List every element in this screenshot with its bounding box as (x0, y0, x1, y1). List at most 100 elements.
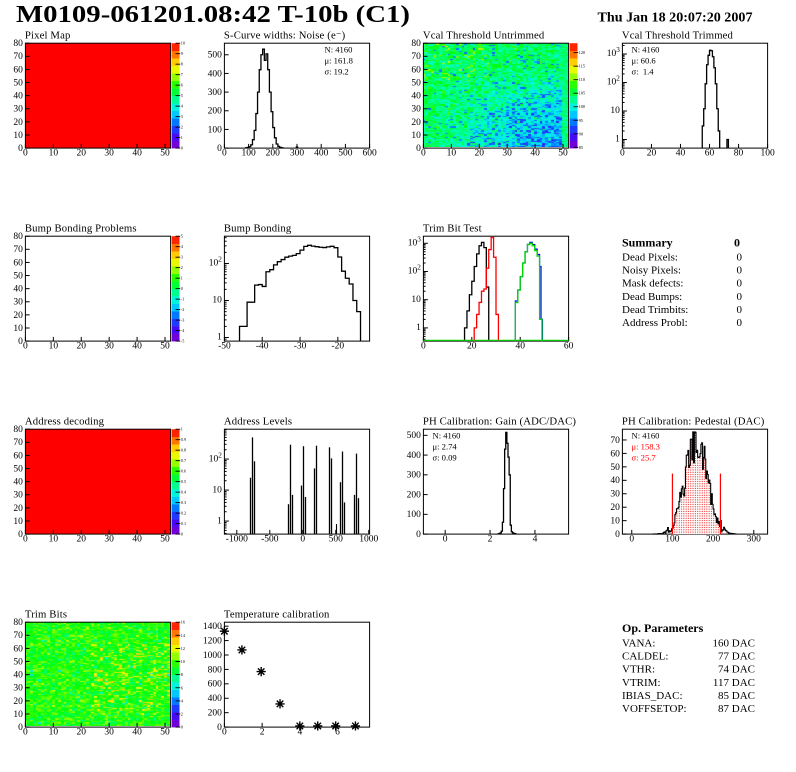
svg-text:Dead Bumps:: Dead Bumps: (622, 291, 682, 303)
svg-text:30: 30 (13, 684, 23, 694)
svg-text:400: 400 (208, 694, 223, 704)
svg-text:0.7: 0.7 (181, 458, 186, 463)
svg-text:M0109-061201.08:42 T-10b (C1): M0109-061201.08:42 T-10b (C1) (16, 2, 410, 28)
svg-text:0: 0 (737, 278, 743, 290)
svg-text:115: 115 (579, 64, 585, 69)
svg-text:Trim Bits: Trim Bits (25, 609, 67, 621)
svg-text:20: 20 (13, 118, 23, 128)
svg-text:50: 50 (160, 149, 170, 159)
svg-text:0: 0 (620, 149, 625, 159)
svg-text:600: 600 (362, 149, 377, 159)
svg-text:-5: -5 (181, 339, 185, 344)
svg-text:-1000: -1000 (226, 535, 248, 545)
svg-text:16: 16 (181, 620, 185, 625)
svg-text:40: 40 (132, 149, 142, 159)
svg-text:500: 500 (338, 149, 353, 159)
svg-text:4: 4 (181, 698, 184, 703)
svg-text:μ: 60.6: μ: 60.6 (632, 55, 657, 65)
svg-text:50: 50 (411, 78, 421, 88)
svg-text:Address Levels: Address Levels (224, 416, 292, 428)
svg-text:10: 10 (181, 41, 185, 46)
svg-text:80: 80 (734, 149, 744, 159)
svg-text:5: 5 (181, 93, 183, 98)
svg-text:0: 0 (629, 535, 634, 545)
svg-text:5: 5 (181, 234, 183, 239)
svg-text:0: 0 (416, 530, 421, 540)
svg-text:102: 102 (209, 256, 223, 269)
svg-text:6: 6 (181, 83, 183, 88)
svg-text:0: 0 (615, 530, 620, 540)
svg-text:2: 2 (181, 125, 183, 130)
svg-text:4: 4 (181, 244, 184, 249)
svg-text:1: 1 (217, 516, 222, 526)
svg-text:80: 80 (411, 39, 421, 49)
svg-text:10: 10 (13, 131, 23, 141)
svg-text:2: 2 (260, 728, 265, 738)
svg-text:30: 30 (104, 342, 114, 352)
svg-text:0: 0 (181, 532, 183, 537)
svg-text:0: 0 (217, 723, 222, 733)
svg-text:10: 10 (411, 295, 421, 305)
svg-text:200: 200 (706, 535, 721, 545)
svg-text:3: 3 (181, 114, 183, 119)
svg-text:50: 50 (13, 657, 23, 667)
svg-text:4: 4 (533, 535, 538, 545)
svg-text:60: 60 (411, 65, 421, 75)
svg-text:σ: 25.7: σ: 25.7 (632, 452, 657, 462)
svg-text:50: 50 (610, 463, 620, 473)
svg-text:6: 6 (335, 728, 340, 738)
svg-text:9: 9 (181, 51, 183, 56)
svg-text:0: 0 (23, 342, 28, 352)
svg-text:40: 40 (676, 149, 686, 159)
svg-text:117 DAC: 117 DAC (713, 677, 755, 689)
svg-text:50: 50 (558, 149, 568, 159)
svg-text:Bump Bonding: Bump Bonding (224, 223, 292, 235)
svg-text:4: 4 (297, 728, 302, 738)
svg-text:102: 102 (408, 264, 422, 277)
svg-text:100: 100 (208, 125, 223, 135)
svg-text:20: 20 (610, 503, 620, 513)
svg-text:300: 300 (747, 535, 762, 545)
svg-text:0: 0 (18, 144, 23, 154)
svg-text:40: 40 (530, 149, 540, 159)
svg-text:7: 7 (181, 72, 183, 77)
svg-text:10: 10 (49, 342, 59, 352)
svg-text:IBIAS_DAC:: IBIAS_DAC: (622, 690, 683, 702)
svg-text:σ: 19.2: σ: 19.2 (325, 66, 349, 76)
svg-text:10: 10 (49, 728, 59, 738)
svg-text:0: 0 (737, 317, 743, 329)
svg-text:30: 30 (104, 535, 114, 545)
svg-text:10: 10 (610, 517, 620, 527)
svg-text:0: 0 (734, 236, 740, 250)
svg-text:0: 0 (23, 728, 28, 738)
svg-text:50: 50 (13, 78, 23, 88)
svg-text:-3: -3 (181, 318, 185, 323)
svg-text:0.1: 0.1 (181, 521, 186, 526)
svg-text:10: 10 (212, 296, 222, 306)
svg-text:Pixel Map: Pixel Map (25, 30, 71, 42)
svg-text:70: 70 (13, 52, 23, 62)
svg-text:40: 40 (515, 342, 525, 352)
svg-text:10: 10 (447, 149, 457, 159)
svg-text:40: 40 (13, 92, 23, 102)
svg-text:50: 50 (13, 464, 23, 474)
svg-text:85 DAC: 85 DAC (718, 690, 755, 702)
svg-text:20: 20 (647, 149, 657, 159)
svg-text:0.3: 0.3 (181, 500, 186, 505)
svg-text:1: 1 (181, 427, 183, 432)
svg-text:0: 0 (737, 291, 743, 303)
svg-text:30: 30 (411, 105, 421, 115)
svg-text:VANA:: VANA: (622, 638, 655, 650)
svg-text:20: 20 (13, 311, 23, 321)
svg-text:40: 40 (411, 92, 421, 102)
svg-text:2: 2 (488, 535, 493, 545)
svg-text:30: 30 (502, 149, 512, 159)
svg-text:10: 10 (13, 710, 23, 720)
svg-text:σ: 1.4: σ: 1.4 (632, 66, 655, 76)
svg-text:103: 103 (607, 47, 621, 60)
svg-text:CALDEL:: CALDEL: (622, 651, 668, 663)
svg-text:20: 20 (77, 535, 87, 545)
svg-text:0: 0 (300, 535, 305, 545)
svg-text:VTHR:: VTHR: (622, 664, 655, 676)
svg-text:0: 0 (737, 252, 743, 264)
